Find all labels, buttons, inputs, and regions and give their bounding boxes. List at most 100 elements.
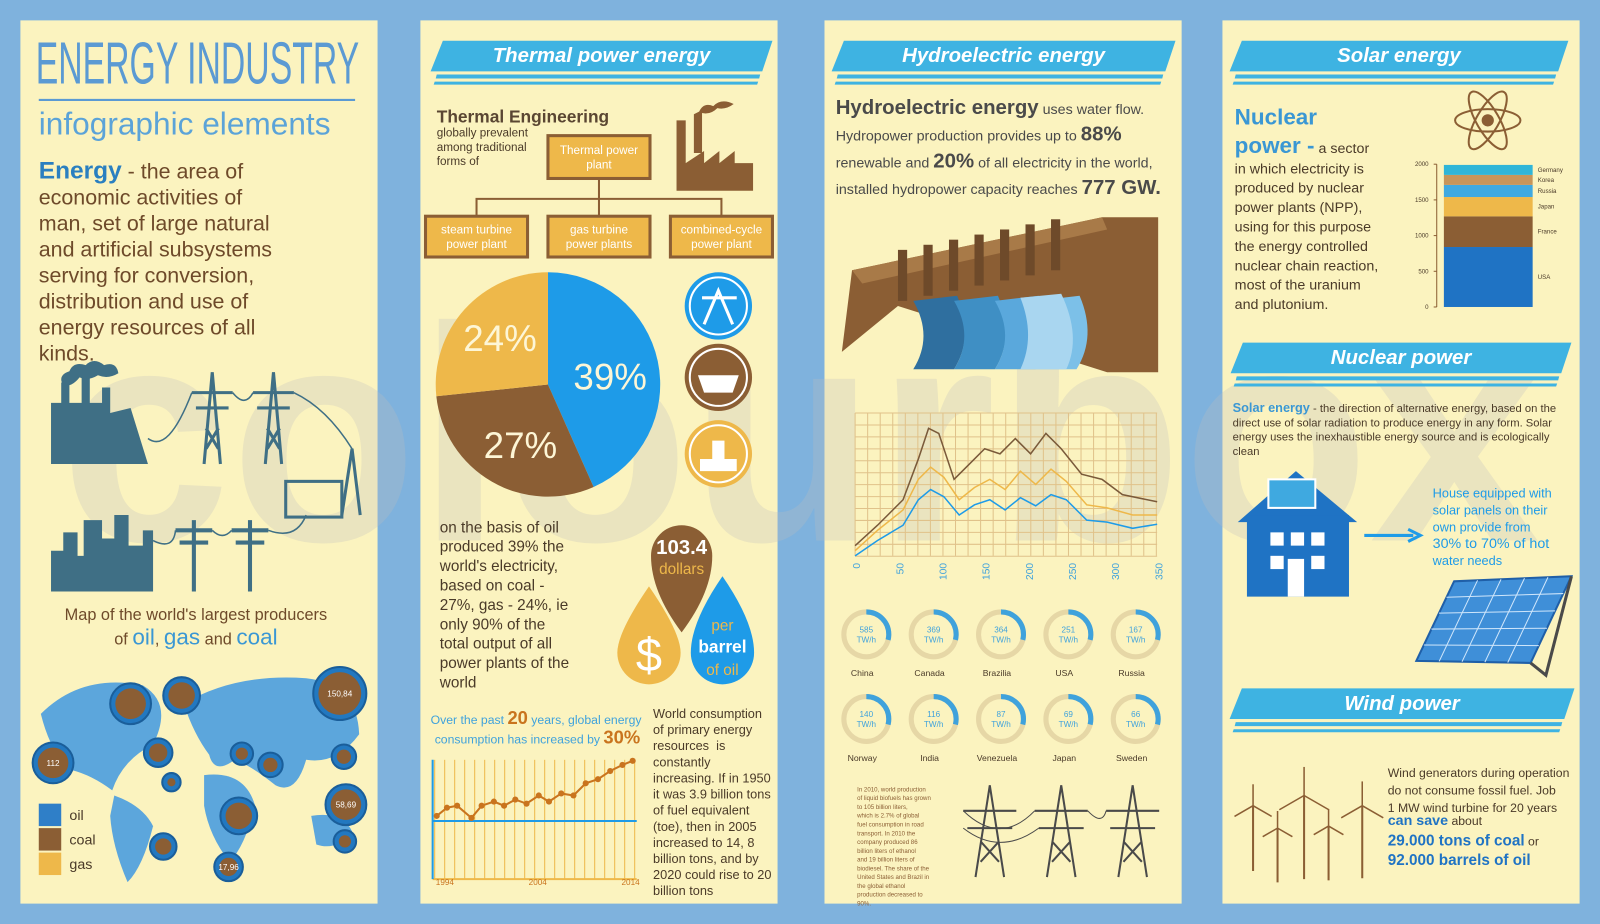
body-text: among traditional <box>437 141 527 154</box>
gauge-arc <box>976 609 1027 660</box>
resource-icon <box>684 272 753 340</box>
growth-point <box>490 798 497 805</box>
atom-orbit <box>1467 90 1508 151</box>
heading: Nuclear <box>1235 104 1318 129</box>
header-stripe <box>834 81 1162 85</box>
text-segment: uses water flow. <box>1039 102 1144 118</box>
house-window <box>1311 555 1325 570</box>
currency-sign: $ <box>636 629 662 681</box>
text-segment: Hydropower production provides up to <box>836 129 1081 145</box>
pie-slice <box>547 272 661 487</box>
x-tick-label: 0 <box>852 563 863 569</box>
turbine-blade <box>1277 827 1293 838</box>
small-text: which is 2.7% of global <box>856 813 919 820</box>
small-text: billion liters of ethanol <box>857 848 916 855</box>
map-bubble-inner <box>336 749 352 764</box>
gauge-arc <box>908 609 959 660</box>
country-label: Canada <box>914 668 945 678</box>
text-segment: installed hydropower capacity reaches <box>836 182 1082 198</box>
pie-slice <box>436 384 594 497</box>
panel-grid <box>1507 577 1549 663</box>
dam-pillar <box>1025 224 1035 276</box>
map-bubble-inner <box>37 747 69 779</box>
legend-swatch <box>38 803 62 827</box>
text-segment: 30% <box>603 726 640 747</box>
growth-point <box>535 792 542 799</box>
gauge-value: 87 <box>996 710 1006 719</box>
panel-grid <box>1446 593 1564 598</box>
text-segment: power - <box>1235 133 1315 158</box>
growth-point <box>629 757 636 764</box>
body-text: only 90% of the <box>440 616 545 633</box>
body-text: and artificial subsystems <box>39 238 272 262</box>
text-line: 29.000 tons of coal or <box>1388 832 1539 849</box>
text-segment: coal <box>236 625 277 650</box>
factory-icon <box>51 377 148 465</box>
wire <box>962 810 1107 843</box>
body-text: (toe), then in 2005 <box>653 819 757 834</box>
turbine-blade <box>1361 805 1384 819</box>
body-text: billion tons, and by <box>653 851 759 866</box>
factory-icon <box>676 110 754 191</box>
map-land <box>110 795 154 883</box>
resource-icon-ring <box>688 424 748 484</box>
pie-label: 39% <box>573 357 647 398</box>
drop <box>617 586 681 685</box>
gauge-value: 364 <box>994 625 1008 634</box>
water <box>913 295 966 370</box>
country-label: USA <box>1055 668 1073 678</box>
gauge-value: 167 <box>1129 625 1143 634</box>
turbine-blade <box>1303 794 1330 811</box>
text-line: installed hydropower capacity reaches 77… <box>836 177 1161 199</box>
bar-segment <box>1443 197 1533 217</box>
text-line: Energy - the area of <box>39 157 243 184</box>
y-tick-label: 500 <box>1418 268 1429 275</box>
header-stripe <box>1232 729 1561 733</box>
text-segment: and <box>200 631 236 649</box>
panel-grid <box>1438 610 1556 614</box>
text-segment: 777 GW. <box>1082 177 1161 199</box>
pole-icon <box>231 520 269 592</box>
price-unit: barrel <box>698 637 746 657</box>
pie-label: 24% <box>463 318 537 359</box>
header-ribbon <box>430 40 773 72</box>
atom-orbit <box>1454 108 1522 133</box>
body-text: world's electricity, <box>439 558 558 575</box>
dam-pillar <box>974 234 984 286</box>
resource-icon-ring <box>688 276 748 336</box>
country-label: Norway <box>848 753 878 763</box>
map-bubble-inner <box>168 682 195 709</box>
x-tick-label: 200 <box>1025 563 1036 580</box>
arrow <box>1364 527 1424 543</box>
growth-point <box>454 802 461 809</box>
box-label: power plant <box>446 238 507 251</box>
body-text: power plants of the <box>440 655 569 672</box>
body-text: most of the uranium <box>1235 278 1361 294</box>
text-segment: or <box>1525 834 1539 848</box>
pylon-icon <box>253 372 294 465</box>
panel-grid <box>1438 580 1479 662</box>
turbine-blade <box>1262 827 1278 838</box>
text-line: can save about <box>1388 813 1483 829</box>
highlight: 92.000 barrels of oil <box>1388 852 1531 869</box>
text-line: renewable and 20% of all electricity in … <box>836 150 1153 172</box>
x-tick-label: 1994 <box>436 878 455 887</box>
drop <box>690 576 755 685</box>
text-line: Over the past 20 years, global energy <box>431 707 643 728</box>
header-title: Wind power <box>1344 693 1460 715</box>
text-segment: 20 <box>507 707 527 728</box>
legend-label: oil <box>69 808 83 824</box>
bar-segment <box>1443 247 1533 307</box>
solar-roof-panel <box>1267 478 1317 509</box>
body-text: produced by nuclear <box>1235 181 1365 197</box>
body-text: increased to 14, 8 <box>653 835 754 850</box>
gauge-unit: TW/h <box>1059 636 1078 645</box>
map-bubble-inner <box>225 802 253 830</box>
box-label: power plant <box>691 238 752 251</box>
country-label: India <box>920 753 939 763</box>
body-text: own provide from <box>1433 519 1531 534</box>
pie-label: 27% <box>484 425 558 466</box>
house-door <box>1287 558 1305 597</box>
gauge-value: 251 <box>1062 625 1076 634</box>
text-line: Hydropower production provides up to 88% <box>836 124 1122 146</box>
